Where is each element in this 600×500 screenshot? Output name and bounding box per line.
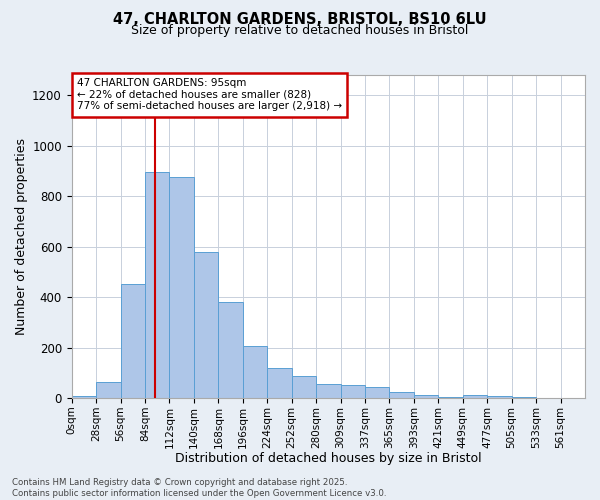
X-axis label: Distribution of detached houses by size in Bristol: Distribution of detached houses by size … [175,452,482,465]
Bar [243,346,267,398]
Bar [439,397,463,398]
Bar [292,376,316,398]
Bar [487,396,512,398]
Bar [121,284,145,398]
Bar [194,252,218,398]
Text: Size of property relative to detached houses in Bristol: Size of property relative to detached ho… [131,24,469,37]
Bar [316,384,341,398]
Text: 47, CHARLTON GARDENS, BRISTOL, BS10 6LU: 47, CHARLTON GARDENS, BRISTOL, BS10 6LU [113,12,487,28]
Bar [218,302,243,398]
Bar [389,392,414,398]
Bar [463,394,487,398]
Bar [145,172,169,398]
Bar [414,395,439,398]
Bar [267,368,292,398]
Bar [96,382,121,398]
Bar [71,396,96,398]
Text: 47 CHARLTON GARDENS: 95sqm
← 22% of detached houses are smaller (828)
77% of sem: 47 CHARLTON GARDENS: 95sqm ← 22% of deta… [77,78,342,112]
Bar [169,177,194,398]
Bar [341,386,365,398]
Y-axis label: Number of detached properties: Number of detached properties [15,138,28,335]
Text: Contains HM Land Registry data © Crown copyright and database right 2025.
Contai: Contains HM Land Registry data © Crown c… [12,478,386,498]
Bar [365,386,389,398]
